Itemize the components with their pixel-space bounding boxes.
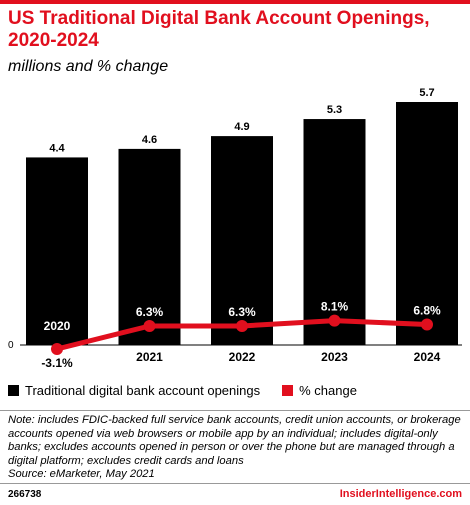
bar-2022 (211, 136, 273, 345)
legend-swatch-change (282, 385, 294, 396)
bar-value-label: 4.4 (49, 142, 65, 154)
bar-value-label: 5.7 (419, 87, 434, 99)
change-point (236, 320, 248, 332)
change-point (328, 314, 341, 327)
x-tick-label: 2022 (229, 350, 256, 364)
legend-divider (0, 410, 470, 411)
change-point (421, 318, 433, 331)
chart-subtitle: millions and % change (8, 58, 169, 75)
chart-title: US Traditional Digital Bank Account Open… (8, 8, 430, 51)
bar-value-label: 5.3 (327, 104, 342, 116)
legend-label-change: % change (299, 383, 357, 398)
x-tick-label: 2020 (44, 319, 71, 333)
bar-2023 (303, 119, 366, 345)
bar-2024 (396, 102, 458, 345)
footnote: Note: includes FDIC-backed full service … (8, 414, 461, 467)
footer-divider (0, 483, 470, 484)
legend-swatch-openings (8, 385, 19, 396)
legend-item-change: % change (282, 383, 357, 398)
bar-value-label: 4.6 (142, 134, 157, 146)
top-accent-rule (0, 0, 470, 4)
change-value-label: 8.1% (321, 300, 349, 314)
bar-2021 (118, 148, 181, 345)
change-value-label: 6.3% (228, 305, 256, 319)
chart-area: 0 4.4 4.6 4.9 5.3 5.7 2020 2021 2022 2023 2024 -3.1… (8, 87, 462, 370)
change-point (143, 320, 156, 332)
x-tick-label: 2021 (136, 350, 163, 364)
change-value-label: 6.8% (413, 304, 441, 318)
x-tick-label: 2023 (321, 350, 348, 364)
legend-label-openings: Traditional digital bank account opening… (25, 383, 261, 398)
change-point (51, 343, 63, 355)
axis-zero-label: 0 (8, 340, 14, 351)
source-note: Source: eMarketer, May 2021 (8, 468, 155, 480)
legend-item-openings: Traditional digital bank account opening… (8, 383, 260, 398)
change-value-label: -3.1% (41, 356, 73, 370)
bar-2020 (26, 157, 88, 345)
change-value-label: 6.3% (136, 305, 164, 319)
legend: Traditional digital bank account opening… (8, 383, 379, 398)
x-tick-label: 2024 (414, 350, 441, 364)
chart-id: 266738 (8, 489, 42, 500)
brand-logo-text[interactable]: InsiderIntelligence.com (339, 488, 462, 500)
bar-value-label: 4.9 (234, 121, 249, 133)
